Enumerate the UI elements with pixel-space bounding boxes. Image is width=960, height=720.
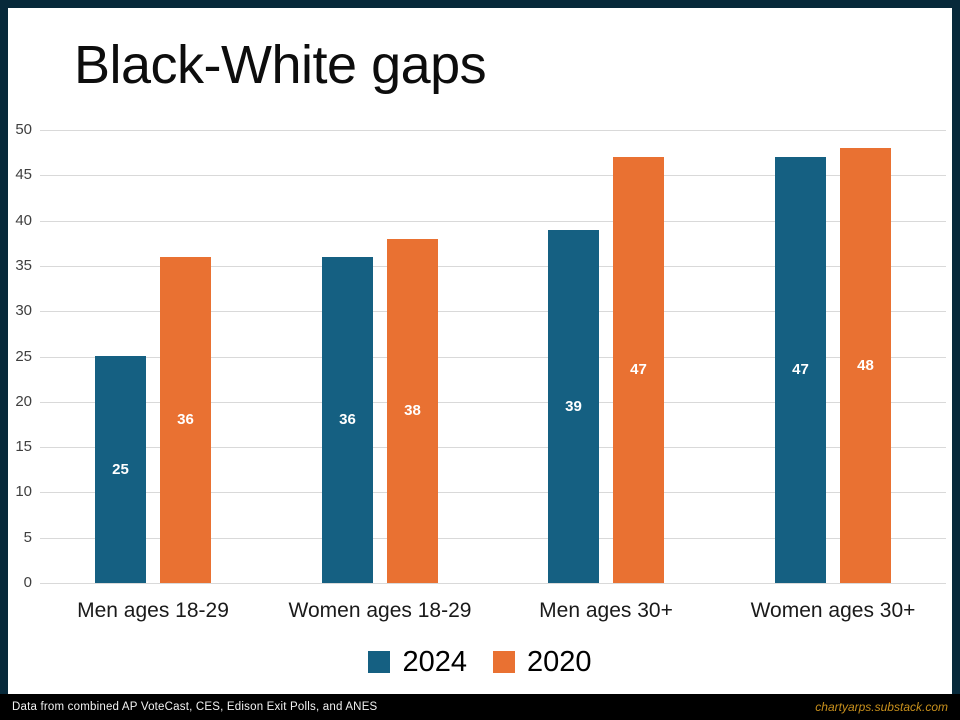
y-axis-tick-45: 45: [15, 166, 32, 183]
bar-2020-women-ages-18-29: [387, 239, 438, 583]
legend-swatch-2024: [368, 651, 391, 673]
legend-item-2024: 2024: [368, 646, 467, 678]
legend-item-2020: 2020: [493, 646, 592, 678]
gridline-25: [40, 357, 946, 358]
category-label-men-ages-18-29: Men ages 18-29: [77, 599, 229, 622]
bar-2020-women-ages-30plus: [840, 148, 891, 583]
gridline-10: [40, 492, 946, 493]
footer-source-text: Data from combined AP VoteCast, CES, Edi…: [12, 701, 378, 713]
bar-value-2020-men-ages-18-29: 36: [177, 411, 194, 428]
bar-2020-men-ages-30plus: [613, 157, 664, 583]
gridline-0: [40, 583, 946, 584]
y-axis-tick-35: 35: [15, 257, 32, 274]
gridline-15: [40, 447, 946, 448]
bar-value-2020-men-ages-30plus: 47: [630, 361, 647, 378]
bar-value-2024-women-ages-18-29: 36: [339, 411, 356, 428]
bar-value-2024-men-ages-30plus: 39: [565, 398, 582, 415]
gridline-20: [40, 402, 946, 403]
gridline-5: [40, 538, 946, 539]
legend-label-2024: 2024: [402, 646, 467, 678]
y-axis-tick-20: 20: [15, 393, 32, 410]
y-axis-tick-15: 15: [15, 438, 32, 455]
gridline-40: [40, 221, 946, 222]
y-axis-tick-50: 50: [15, 121, 32, 138]
y-axis-tick-10: 10: [15, 483, 32, 500]
bar-2024-women-ages-18-29: [322, 257, 373, 583]
gridline-30: [40, 311, 946, 312]
gridline-50: [40, 130, 946, 131]
category-label-women-ages-18-29: Women ages 18-29: [288, 599, 472, 622]
bar-2024-men-ages-18-29: [95, 356, 146, 583]
y-axis-tick-5: 5: [23, 529, 32, 546]
bar-2024-women-ages-30plus: [775, 157, 826, 583]
category-label-women-ages-30plus: Women ages 30+: [750, 599, 916, 622]
bar-2020-men-ages-18-29: [160, 257, 211, 583]
footer-bar: Data from combined AP VoteCast, CES, Edi…: [0, 694, 960, 720]
bar-value-2020-women-ages-30plus: 48: [857, 357, 874, 374]
y-axis-tick-0: 0: [23, 574, 32, 591]
chart-legend: 2024 2020: [0, 646, 960, 678]
category-label-men-ages-30plus: Men ages 30+: [539, 599, 673, 622]
footer-site-link: chartyarps.substack.com: [815, 700, 948, 714]
y-axis-tick-25: 25: [15, 348, 32, 365]
gridline-45: [40, 175, 946, 176]
chart-title: Black-White gaps: [74, 35, 487, 95]
y-axis-tick-30: 30: [15, 302, 32, 319]
bar-value-2020-women-ages-18-29: 38: [404, 402, 421, 419]
bar-2024-men-ages-30plus: [548, 230, 599, 583]
bar-value-2024-women-ages-30plus: 47: [792, 361, 809, 378]
bar-value-2024-men-ages-18-29: 25: [112, 461, 129, 478]
gridline-35: [40, 266, 946, 267]
legend-label-2020: 2020: [527, 646, 592, 678]
y-axis-tick-40: 40: [15, 212, 32, 229]
legend-swatch-2020: [493, 651, 515, 673]
